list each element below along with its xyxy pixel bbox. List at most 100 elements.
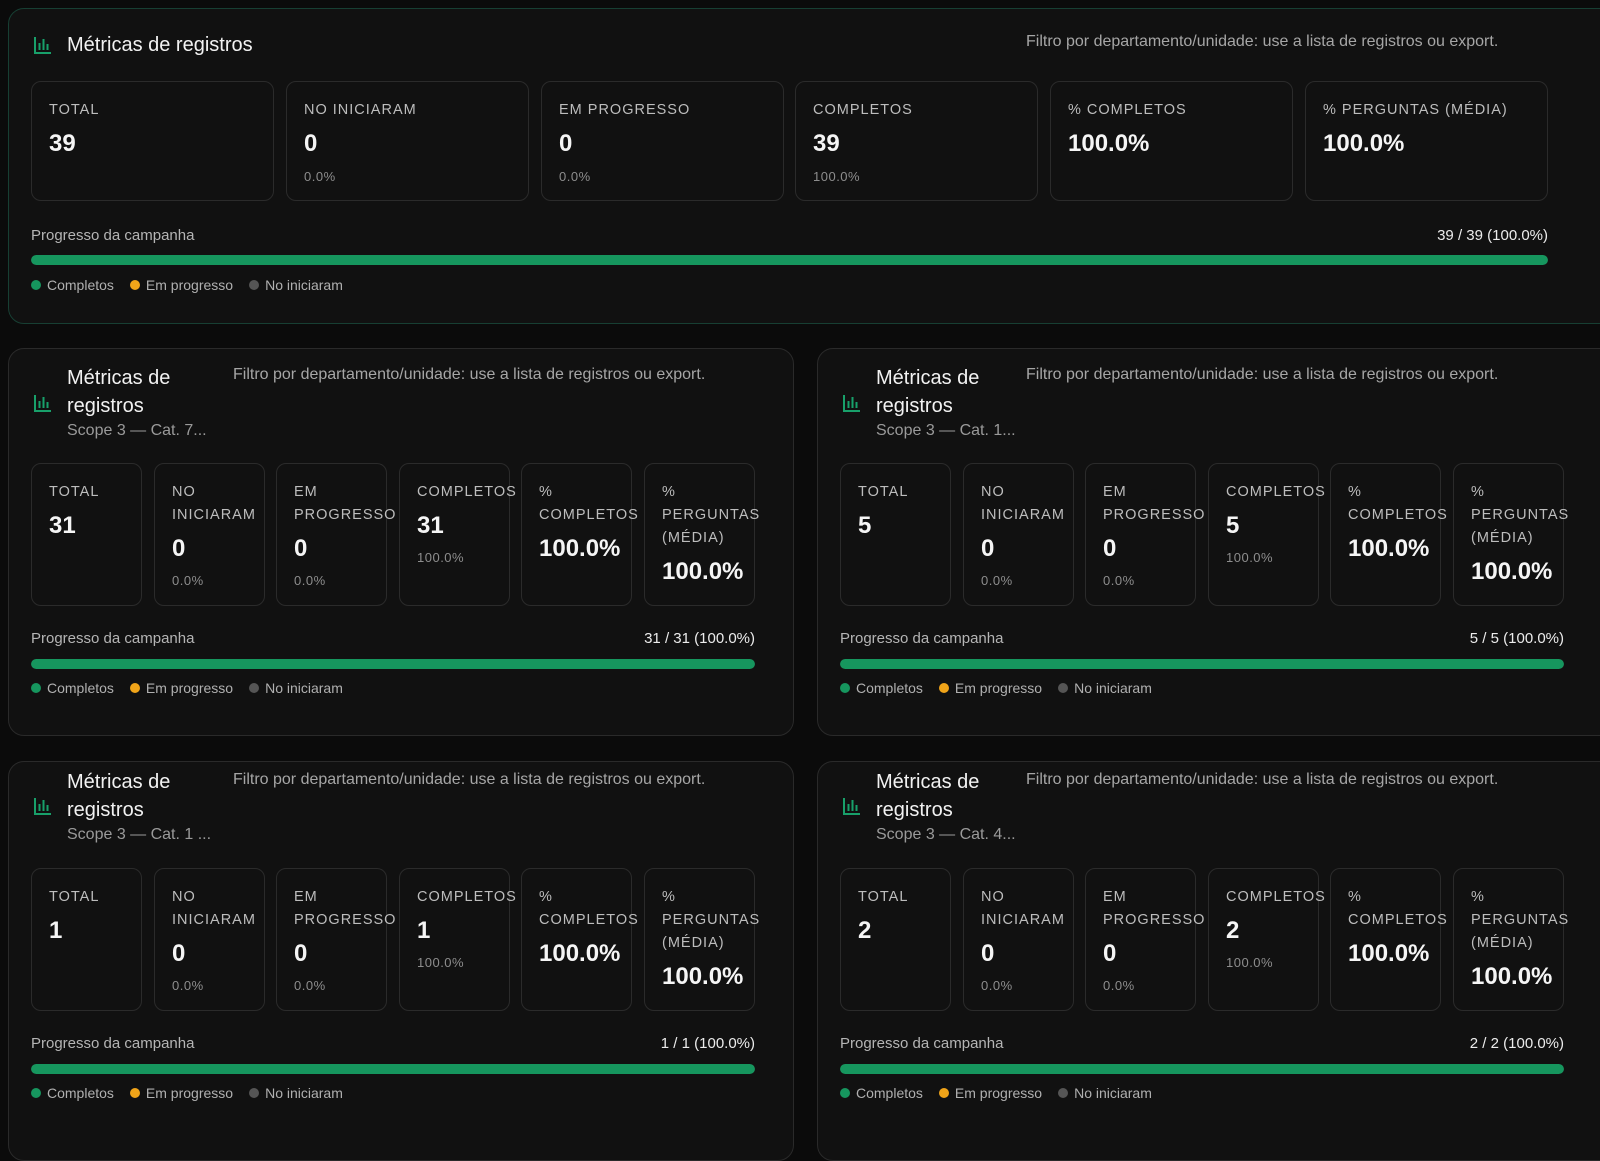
metric-value: 2 <box>1226 917 1240 944</box>
progress-fill <box>840 659 1564 669</box>
progress-fill <box>31 659 755 669</box>
panel-title: Métricas de registros <box>876 771 980 821</box>
legend-completed: Completos <box>31 680 114 696</box>
legend-dot-not-started <box>249 1088 260 1098</box>
metric-card-not-started: NO INICIARAM 0 0.0% <box>963 463 1074 606</box>
metric-label: COMPLETOS <box>813 102 913 118</box>
metric-label: % COMPLETOS <box>1348 889 1448 928</box>
metric-label: NO INICIARAM <box>172 889 256 928</box>
progress-legend: Completos Em progresso No iniciaram <box>840 680 1152 696</box>
progress-bar <box>840 659 1564 669</box>
metric-value: 0 <box>1103 940 1117 967</box>
metrics-panel-scope3-cat1: Métricas de registros Scope 3 — Cat. 1..… <box>817 348 1600 736</box>
metric-value: 100.0% <box>539 940 621 967</box>
metric-value: 2 <box>858 917 872 944</box>
metric-value: 5 <box>858 512 872 539</box>
metric-card-not-started: NO INICIARAM 0 0.0% <box>154 868 265 1011</box>
bar-chart-icon <box>33 35 53 55</box>
metric-card-total: TOTAL 39 <box>31 81 274 201</box>
legend-dot-in-progress <box>938 683 949 693</box>
legend-in-progress: Em progresso <box>129 1085 233 1101</box>
metric-card-in-progress: EM PROGRESSO 0 0.0% <box>1085 463 1206 606</box>
legend-not-started: No iniciaram <box>1058 680 1152 696</box>
metric-percent: 100.0% <box>417 550 465 565</box>
metric-value: 5 <box>1226 512 1240 539</box>
legend-dot-in-progress <box>938 1088 949 1098</box>
metric-percent: 100.0% <box>1226 550 1274 565</box>
metric-value: 0 <box>304 130 318 157</box>
metric-label: EM PROGRESSO <box>1103 889 1206 928</box>
metric-percent: 0.0% <box>981 573 1013 588</box>
legend-dot-not-started <box>1058 683 1069 693</box>
legend-label: No iniciaram <box>265 680 343 696</box>
metric-value: 0 <box>172 940 186 967</box>
legend-in-progress: Em progresso <box>938 680 1042 696</box>
metric-label: COMPLETOS <box>417 889 517 905</box>
metric-label: TOTAL <box>49 889 100 905</box>
metric-card-total: TOTAL 31 <box>31 463 142 606</box>
metric-value: 39 <box>49 130 76 157</box>
panel-title: Métricas de registros <box>67 34 253 56</box>
metric-label: NO INICIARAM <box>981 484 1065 523</box>
metrics-panel-overall: Métricas de registros Filtro por departa… <box>8 8 1600 324</box>
metric-label: % PERGUNTAS (MÉDIA) <box>1471 889 1570 951</box>
legend-not-started: No iniciaram <box>249 277 343 293</box>
progress-bar <box>31 659 755 669</box>
metric-label: EM PROGRESSO <box>1103 484 1206 523</box>
legend-label: Completos <box>47 277 114 293</box>
metric-label: % COMPLETOS <box>1068 102 1187 118</box>
filter-note: Filtro por departamento/unidade: use a l… <box>233 366 706 383</box>
panel-title: Métricas de registros <box>67 367 171 417</box>
metric-value: 100.0% <box>1068 130 1150 157</box>
progress-label: Progresso da campanha <box>840 630 1004 647</box>
progress-legend: Completos Em progresso No iniciaram <box>31 277 343 293</box>
metric-percent: 0.0% <box>294 573 326 588</box>
metric-label: TOTAL <box>49 484 100 500</box>
metric-value: 31 <box>49 512 76 539</box>
metric-card-pct-completed: % COMPLETOS 100.0% <box>1050 81 1293 201</box>
metric-card-completed: COMPLETOS 39 100.0% <box>795 81 1038 201</box>
bar-chart-icon <box>33 393 53 413</box>
legend-completed: Completos <box>31 1085 114 1101</box>
filter-note: Filtro por departamento/unidade: use a l… <box>1026 33 1499 50</box>
metric-label: % PERGUNTAS (MÉDIA) <box>662 889 761 951</box>
metric-value: 0 <box>559 130 573 157</box>
progress-value: 31 / 31 (100.0%) <box>644 630 755 647</box>
metric-card-not-started: NO INICIARAM 0 0.0% <box>963 868 1074 1011</box>
legend-dot-completed <box>31 1088 41 1098</box>
metric-value: 0 <box>172 535 186 562</box>
legend-label: Completos <box>47 1085 114 1101</box>
progress-value: 5 / 5 (100.0%) <box>1469 630 1564 647</box>
metric-value: 100.0% <box>1348 940 1430 967</box>
panel-title: Métricas de registros <box>67 771 171 821</box>
metric-label: % COMPLETOS <box>539 484 639 523</box>
legend-dot-in-progress <box>129 1088 140 1098</box>
metrics-panel-scope3-cat1b: Métricas de registros Scope 3 — Cat. 1 .… <box>8 761 794 1161</box>
metric-value: 0 <box>981 535 995 562</box>
metric-value: 100.0% <box>539 535 621 562</box>
progress-bar <box>840 1064 1564 1074</box>
metric-value: 100.0% <box>662 558 744 585</box>
legend-label: Em progresso <box>954 1085 1043 1101</box>
metric-value: 0 <box>294 940 308 967</box>
metric-label: EM PROGRESSO <box>294 484 397 523</box>
metric-percent: 0.0% <box>1103 978 1135 993</box>
progress-fill <box>31 1064 755 1074</box>
legend-label: Completos <box>856 680 923 696</box>
legend-label: Completos <box>47 680 114 696</box>
metric-label: % PERGUNTAS (MÉDIA) <box>1323 102 1508 118</box>
legend-completed: Completos <box>840 680 923 696</box>
metric-card-pct-questions: % PERGUNTAS (MÉDIA) 100.0% <box>1453 868 1570 1011</box>
metric-label: NO INICIARAM <box>172 484 256 523</box>
metric-card-completed: COMPLETOS 2 100.0% <box>1208 868 1325 1011</box>
metric-value: 31 <box>417 512 444 539</box>
legend-label: No iniciaram <box>265 1085 343 1101</box>
legend-completed: Completos <box>31 277 114 293</box>
filter-note: Filtro por departamento/unidade: use a l… <box>1026 366 1499 383</box>
progress-label: Progresso da campanha <box>840 1035 1004 1052</box>
panel-subtitle: Scope 3 — Cat. 1... <box>876 422 1016 439</box>
panel-subtitle: Scope 3 — Cat. 7... <box>67 422 207 439</box>
bar-chart-icon <box>842 796 862 816</box>
filter-note: Filtro por departamento/unidade: use a l… <box>233 771 706 788</box>
legend-dot-completed <box>31 683 41 693</box>
